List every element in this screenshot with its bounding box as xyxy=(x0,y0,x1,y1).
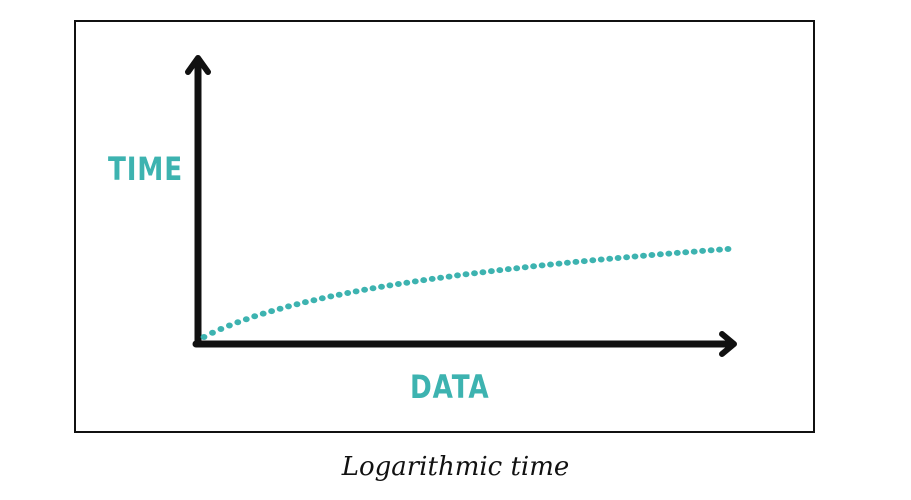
curve-dot xyxy=(454,272,461,279)
curve-dot xyxy=(521,264,529,271)
curve-dot xyxy=(428,275,436,282)
figure-caption: Logarithmic time xyxy=(341,452,570,482)
curve-dot xyxy=(200,334,208,340)
curve-dot xyxy=(479,269,487,276)
curve-dot xyxy=(378,283,385,290)
curve-dot xyxy=(488,268,495,275)
curve-dot xyxy=(606,255,614,262)
curve-dot xyxy=(335,291,343,298)
curve-dot xyxy=(631,253,639,260)
curve-dot xyxy=(369,285,377,292)
curve-dot xyxy=(352,288,360,295)
curve-dot xyxy=(513,265,521,272)
curve-dot xyxy=(699,247,706,254)
curve-dot xyxy=(462,271,470,278)
curve-dot xyxy=(648,252,656,258)
curve-dot xyxy=(403,279,411,286)
curve-dot xyxy=(614,255,622,261)
curve-dot xyxy=(623,254,630,261)
curve-dot xyxy=(597,256,605,263)
curve-dot xyxy=(504,266,512,273)
curve-dot xyxy=(707,247,715,254)
curve-dot xyxy=(437,274,444,281)
curve-dot xyxy=(445,273,453,280)
curve-dot xyxy=(234,319,242,326)
curve-dot xyxy=(293,301,301,308)
curve-dot xyxy=(318,295,326,302)
curve-dot xyxy=(344,290,352,296)
curve-dot xyxy=(572,258,580,265)
curve-dot xyxy=(673,249,681,256)
x-axis-arrowhead xyxy=(719,331,737,357)
x-axis-label: DATA xyxy=(410,368,490,406)
curve-dot xyxy=(327,293,335,300)
curve-dot xyxy=(555,260,563,267)
curve-dot xyxy=(682,249,690,256)
curve-dot xyxy=(690,248,698,255)
curve-dot xyxy=(665,250,673,257)
curve-dot xyxy=(386,282,394,289)
curve-dot xyxy=(471,270,478,277)
curve-dot xyxy=(564,259,571,266)
curve-dot xyxy=(209,329,216,336)
curve-dot xyxy=(310,297,318,304)
curve-dot xyxy=(580,258,588,265)
curve-dot xyxy=(657,251,664,258)
logarithmic-curve xyxy=(200,246,732,340)
curve-dot xyxy=(259,310,267,317)
curve-dot xyxy=(496,267,504,274)
curve-dot xyxy=(724,246,732,252)
curve-dot xyxy=(395,281,402,287)
curve-dot xyxy=(285,303,292,310)
curve-dot xyxy=(640,252,647,259)
y-axis-label: TIME xyxy=(108,150,183,188)
curve-dot xyxy=(411,278,419,285)
curve-dot xyxy=(538,262,546,269)
curve-dot xyxy=(276,305,284,312)
curve-dot xyxy=(217,326,225,332)
curve-dot xyxy=(268,308,275,315)
curve-dot xyxy=(547,261,554,268)
curve-dot xyxy=(361,286,368,293)
curve-dot xyxy=(226,322,233,329)
curve-dot xyxy=(302,299,309,306)
curve-dot xyxy=(589,257,597,264)
curve-dot xyxy=(251,313,259,320)
curve-dot xyxy=(242,316,250,323)
curve-dot xyxy=(530,263,537,270)
curve-dot xyxy=(420,277,428,284)
curve-dot xyxy=(716,246,723,253)
y-axis-arrowhead xyxy=(185,55,211,75)
